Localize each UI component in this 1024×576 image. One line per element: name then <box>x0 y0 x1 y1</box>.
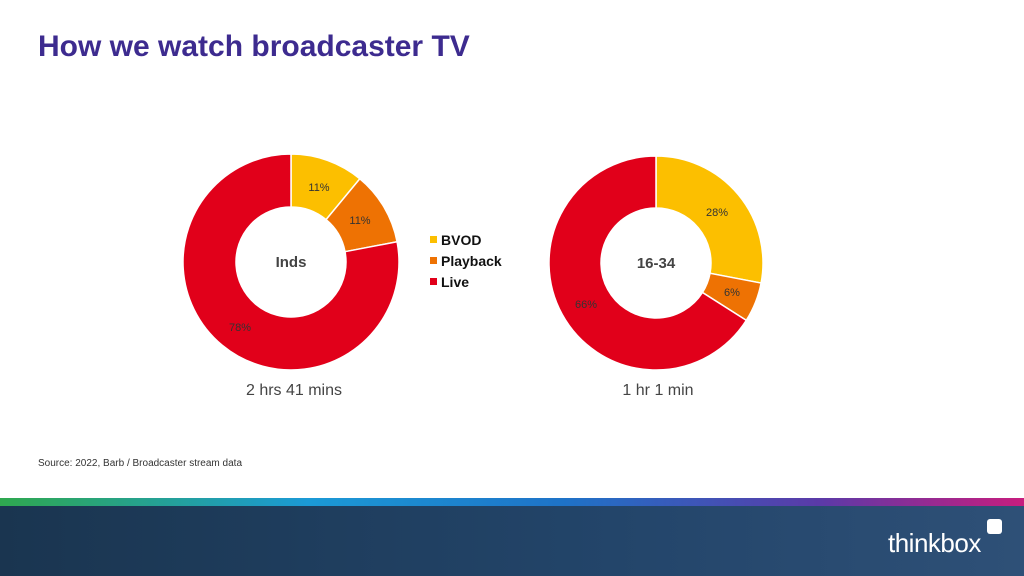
slice-label-16-34-live: 66% <box>575 299 597 311</box>
slice-label-inds-bvod: 11% <box>308 182 329 194</box>
source-note: Source: 2022, Barb / Broadcaster stream … <box>38 458 242 469</box>
legend-label-live: Live <box>441 273 470 290</box>
slice-16-34-bvod <box>655 155 764 284</box>
slice-label-inds-playback: 11% <box>349 215 370 227</box>
logo-square-icon <box>987 519 1002 534</box>
slice-inds-live <box>182 153 400 371</box>
legend-swatch-bvod <box>430 236 437 243</box>
slice-label-16-34-playback: 6% <box>724 287 740 299</box>
legend-item-playback: Playback <box>430 250 502 271</box>
caption-inds: 2 hrs 41 mins <box>245 382 343 399</box>
caption-16-34: 1 hr 1 min <box>622 382 694 399</box>
legend-label-playback: Playback <box>441 252 502 269</box>
legend: BVOD Playback Live <box>430 229 502 292</box>
slice-label-inds-live: 78% <box>229 322 251 334</box>
thinkbox-logo: thinkbox <box>888 528 981 558</box>
legend-label-bvod: BVOD <box>441 231 482 248</box>
legend-item-live: Live <box>430 271 502 292</box>
center-label-inds: Inds <box>276 254 307 271</box>
footer-stripe <box>0 498 1024 506</box>
slice-16-34-live <box>548 155 748 371</box>
footer-bar <box>0 506 1024 576</box>
page-title: How we watch broadcaster TV <box>38 30 470 63</box>
slice-label-16-34-bvod: 28% <box>706 207 728 219</box>
legend-swatch-live <box>430 278 437 285</box>
center-label-16-34: 16-34 <box>637 255 676 272</box>
legend-swatch-playback <box>430 257 437 264</box>
legend-item-bvod: BVOD <box>430 229 502 250</box>
